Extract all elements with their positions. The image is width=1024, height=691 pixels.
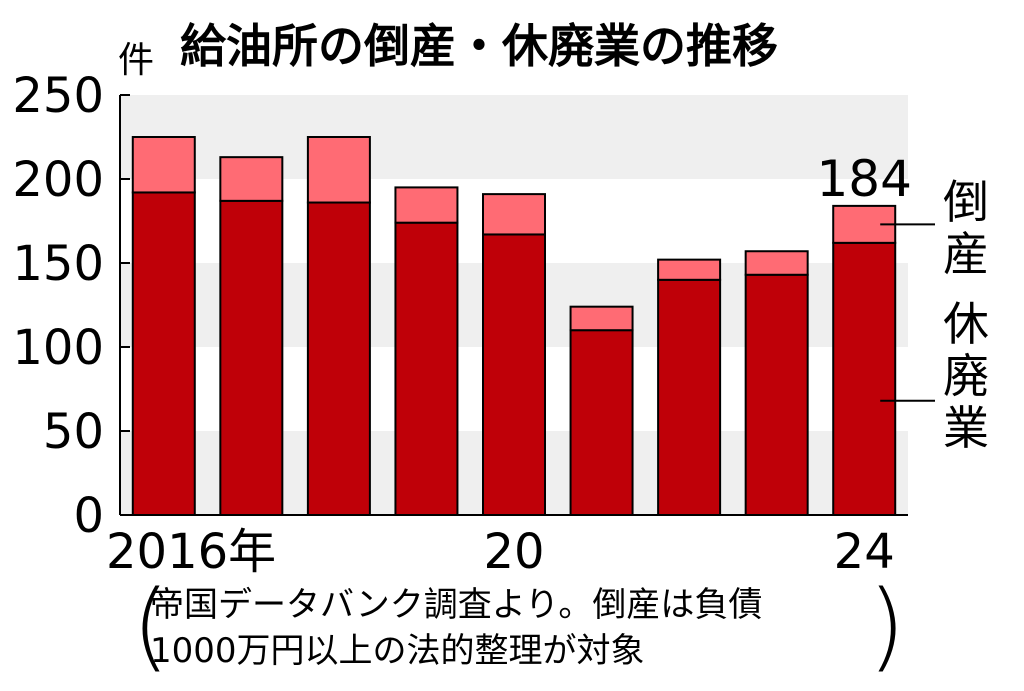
bar-kyuhaigyo bbox=[306, 201, 371, 517]
x-tick-label: 24 bbox=[834, 524, 895, 575]
bar-kyuhaigyo bbox=[744, 273, 809, 517]
y-tick-label: 200 bbox=[12, 152, 104, 208]
x-ticks: 2016年 20 24 bbox=[106, 524, 895, 575]
y-tick-label: 0 bbox=[73, 488, 104, 544]
y-tick-label: 150 bbox=[12, 236, 104, 292]
bar-tosan bbox=[306, 136, 371, 204]
legend-label-kyuhaigyo: 休 bbox=[943, 297, 989, 351]
legend-label-kyuhaigyo: 業 bbox=[943, 401, 989, 455]
y-tick-label: 100 bbox=[12, 320, 104, 376]
source-note-line-1: 帝国データバンク調査より。倒産は負債 bbox=[150, 585, 763, 625]
bar-kyuhaigyo bbox=[569, 329, 634, 517]
bar-kyuhaigyo bbox=[832, 241, 897, 516]
x-tick-label: 2016年 bbox=[106, 524, 276, 575]
bars bbox=[131, 136, 897, 517]
bar-tosan bbox=[394, 186, 459, 224]
bar-kyuhaigyo bbox=[657, 278, 722, 516]
source-note-line-2: 1000万円以上の法的整理が対象 bbox=[150, 631, 645, 671]
chart-title: 給油所の倒産・休廃業の推移 bbox=[180, 19, 778, 73]
bar-tosan bbox=[219, 156, 284, 202]
legend-label-tosan: 倒 bbox=[943, 175, 989, 229]
bar-tosan bbox=[657, 258, 722, 281]
bar-kyuhaigyo bbox=[482, 233, 546, 516]
bar-tosan bbox=[482, 193, 546, 236]
bar-kyuhaigyo bbox=[219, 199, 284, 516]
bar-tosan bbox=[744, 250, 809, 276]
unit-label: 件 bbox=[118, 40, 154, 81]
axes bbox=[119, 95, 908, 516]
note-close-paren: ) bbox=[868, 570, 906, 682]
bar-tosan bbox=[569, 305, 634, 332]
annotation-label: 184 bbox=[817, 150, 912, 208]
bar-kyuhaigyo bbox=[131, 191, 196, 516]
source-note: 帝国データバンク調査より。倒産は負債 1000万円以上の法的整理が対象 bbox=[150, 582, 900, 674]
y-tick-label: 250 bbox=[12, 68, 104, 124]
x-tick-label: 20 bbox=[483, 524, 544, 575]
y-ticks: 0 50 100 150 200 250 bbox=[12, 68, 130, 544]
bar-tosan bbox=[131, 136, 196, 194]
bar-kyuhaigyo bbox=[394, 221, 459, 516]
y-tick-label: 50 bbox=[43, 404, 104, 460]
note-open-paren: ( bbox=[132, 570, 170, 682]
legend-label-tosan: 産 bbox=[943, 227, 989, 281]
legend-label-kyuhaigyo: 廃 bbox=[943, 349, 989, 403]
